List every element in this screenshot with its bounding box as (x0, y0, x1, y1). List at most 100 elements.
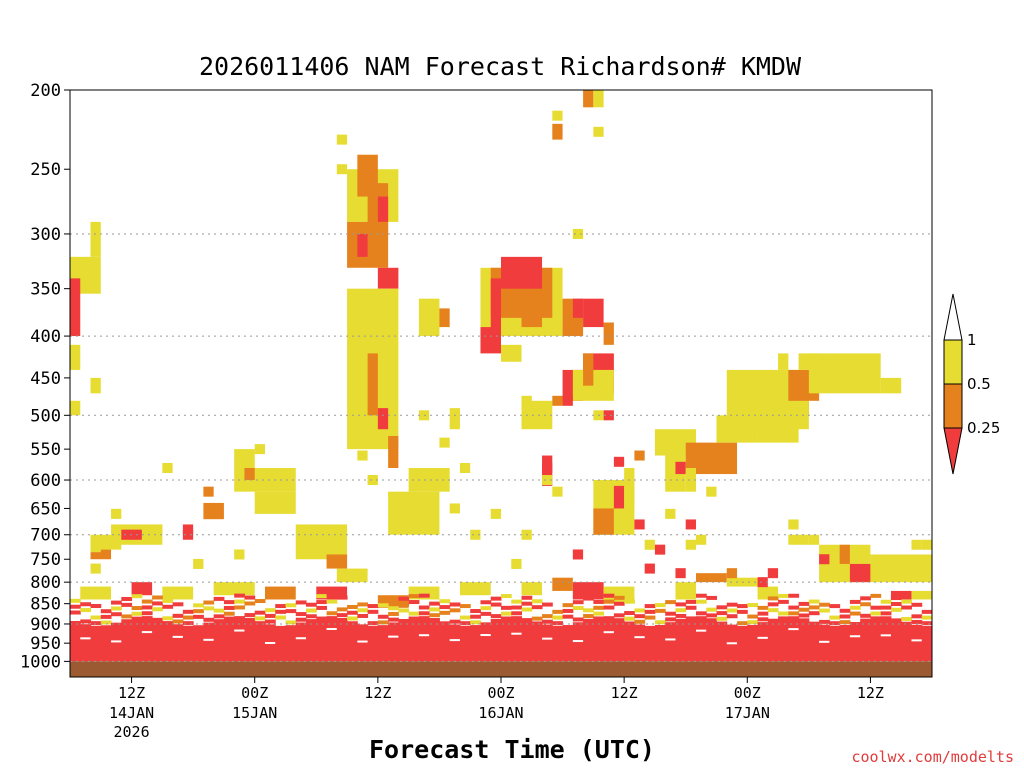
bl-speckle-66-3 (747, 603, 759, 608)
boundary-layer-col-13 (203, 622, 215, 662)
credit-link[interactable]: coolwx.com/modelts (851, 748, 1014, 766)
boundary-layer-col-34 (418, 616, 430, 662)
bl-speckle-75-0 (839, 620, 851, 625)
bl-speckle-7-0 (141, 611, 153, 616)
bl-speckle-0-2 (70, 604, 81, 609)
bl-speckle-61-3 (695, 593, 707, 598)
bl-speckle-58-3 (665, 600, 676, 605)
bl-speckle-60-1 (685, 605, 697, 610)
bl-speckle-41-2 (490, 602, 502, 607)
bl-speckle-74-0 (829, 621, 841, 626)
bl-speckle-17-0 (244, 613, 256, 618)
ri-region-86 (552, 577, 573, 591)
y-tick-label-950: 950 (30, 634, 61, 654)
ri-cell-49 (932, 549, 942, 559)
bl-speckle-6-0 (131, 611, 143, 616)
boundary-layer-col-68 (767, 618, 779, 662)
bl-speckle-50-0 (583, 614, 594, 619)
bl-streak-82 (911, 639, 923, 642)
ri-cell-53 (182, 529, 194, 540)
ri-cell-7 (336, 164, 348, 175)
bl-streak-49 (572, 640, 584, 643)
ri-region-19 (336, 568, 368, 583)
legend-label-0: 1 (967, 331, 977, 349)
ri-cell-31 (613, 456, 625, 467)
boundary-layer-col-17 (244, 617, 256, 662)
bl-speckle-26-1 (336, 607, 348, 612)
ri-cell-13 (449, 503, 460, 514)
boundary-layer-col-20 (275, 625, 286, 662)
bl-speckle-58-0 (665, 617, 676, 622)
boundary-layer-col-24 (316, 616, 328, 662)
bl-speckle-70-0 (788, 611, 800, 616)
ri-cell-48 (921, 539, 932, 550)
boundary-layer-col-83 (921, 625, 932, 662)
bl-speckle-54-0 (624, 616, 635, 621)
x-tick-year-0: 2026 (114, 723, 150, 741)
y-tick-label-500: 500 (30, 406, 61, 426)
boundary-layer-col-1 (80, 624, 92, 662)
ri-region-78 (870, 554, 932, 583)
bl-speckle-14-0 (213, 614, 225, 619)
ri-region-35 (449, 408, 460, 430)
ri-cell-50 (767, 568, 779, 579)
bl-speckle-54-1 (624, 611, 635, 616)
bl-speckle-39-2 (470, 609, 481, 614)
bl-speckle-65-0 (737, 621, 748, 626)
bl-speckle-48-3 (562, 603, 574, 608)
boundary-layer-col-0 (70, 620, 81, 662)
boundary-layer-col-56 (644, 625, 656, 662)
x-tick-label-3: 00Z (487, 684, 514, 702)
ri-region-41 (521, 298, 543, 328)
ri-cell-2 (111, 508, 122, 519)
bl-speckle-69-2 (778, 599, 789, 604)
bl-speckle-65-2 (737, 609, 748, 614)
bl-speckle-52-1 (603, 605, 615, 610)
bl-streak-70 (788, 628, 800, 631)
bl-speckle-80-1 (890, 607, 902, 612)
boundary-layer-col-31 (388, 622, 399, 662)
boundary-layer-col-27 (347, 621, 358, 662)
ri-region-77 (849, 563, 871, 583)
x-tick-date-1: 15JAN (232, 704, 277, 722)
bl-speckle-31-0 (388, 617, 399, 622)
bl-speckle-16-2 (234, 599, 245, 604)
ri-region-14 (244, 467, 255, 481)
bl-speckle-77-3 (860, 596, 871, 601)
bl-speckle-33-2 (408, 600, 420, 605)
y-tick-label-550: 550 (30, 440, 61, 460)
bl-speckle-21-0 (285, 620, 297, 625)
bl-speckle-44-3 (521, 595, 533, 600)
bl-speckle-53-0 (613, 613, 625, 618)
bl-speckle-65-3 (737, 604, 748, 609)
bl-speckle-12-1 (193, 614, 204, 619)
ri-cell-21 (552, 110, 563, 121)
ri-cell-15 (470, 529, 481, 540)
ri-region-97 (80, 586, 112, 600)
bl-speckle-22-3 (295, 600, 307, 605)
bl-speckle-47-1 (552, 615, 564, 620)
ri-cell-5 (254, 444, 265, 455)
ri-region-16 (234, 449, 255, 468)
boundary-layer-col-32 (398, 619, 410, 662)
ri-region-70 (798, 353, 820, 370)
bl-speckle-12-3 (193, 603, 204, 608)
bl-streak-10 (172, 635, 184, 638)
boundary-layer-col-37 (449, 624, 461, 662)
bl-speckle-70-1 (788, 605, 800, 610)
bl-speckle-23-2 (306, 602, 317, 607)
ri-region-80 (911, 590, 932, 600)
y-tick-label-600: 600 (30, 471, 61, 491)
legend-top-arrow (943, 293, 963, 341)
bl-speckle-0-1 (70, 610, 81, 615)
bl-speckle-56-1 (644, 615, 656, 620)
boundary-layer-col-82 (911, 624, 923, 662)
bl-speckle-57-2 (654, 608, 666, 613)
bl-speckle-16-3 (234, 593, 245, 598)
y-tick-label-250: 250 (30, 160, 61, 180)
bl-speckle-37-2 (449, 608, 461, 613)
bl-speckle-83-0 (921, 621, 932, 626)
bl-speckle-76-2 (849, 605, 861, 610)
ri-region-62 (675, 461, 686, 475)
boundary-layer-col-75 (839, 624, 851, 662)
